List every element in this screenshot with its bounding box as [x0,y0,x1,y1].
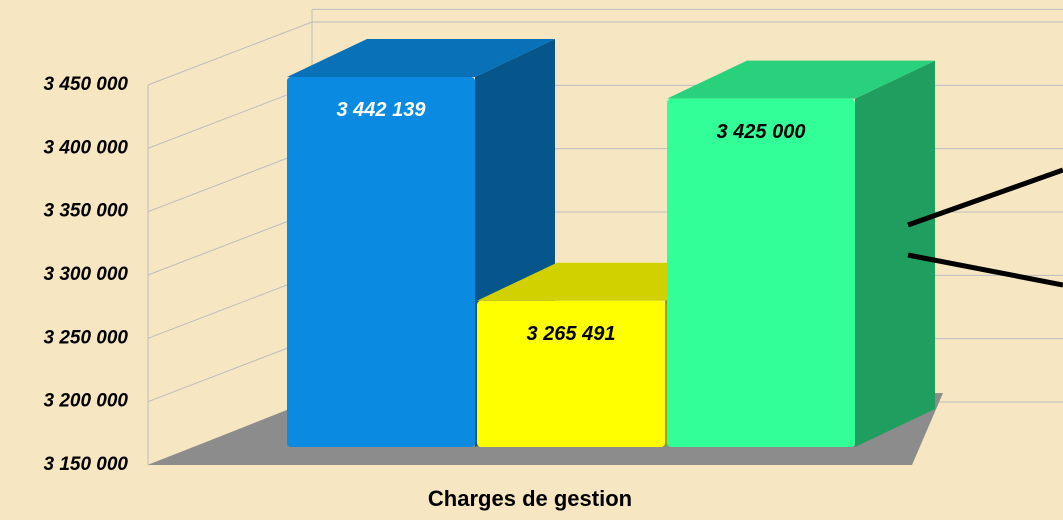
y-tick-label: 3 250 000 [43,327,128,348]
x-category-label: Charges de gestion [428,486,632,511]
y-tick-label: 3 200 000 [43,391,128,412]
y-tick-label: 3 450 000 [43,74,128,95]
bar [287,76,475,447]
data-label: 3 442 139 [337,99,427,121]
leader-line [907,167,1063,228]
bar-top [667,60,935,99]
data-label: 3 425 000 [717,121,806,143]
data-label: 3 265 491 [527,323,616,345]
grid-line [147,21,1063,86]
y-tick-label: 3 400 000 [43,137,128,158]
y-tick-label: 3 150 000 [43,454,128,475]
leader-line [907,252,1063,288]
y-tick-label: 3 350 000 [43,201,128,222]
y-tick-label: 3 300 000 [43,264,128,285]
bars: 3 442 139 3 265 491 3 425 000 [287,38,935,448]
bar [477,300,665,447]
bar-side [855,60,935,448]
bar [667,98,855,448]
bar-top [287,38,555,77]
